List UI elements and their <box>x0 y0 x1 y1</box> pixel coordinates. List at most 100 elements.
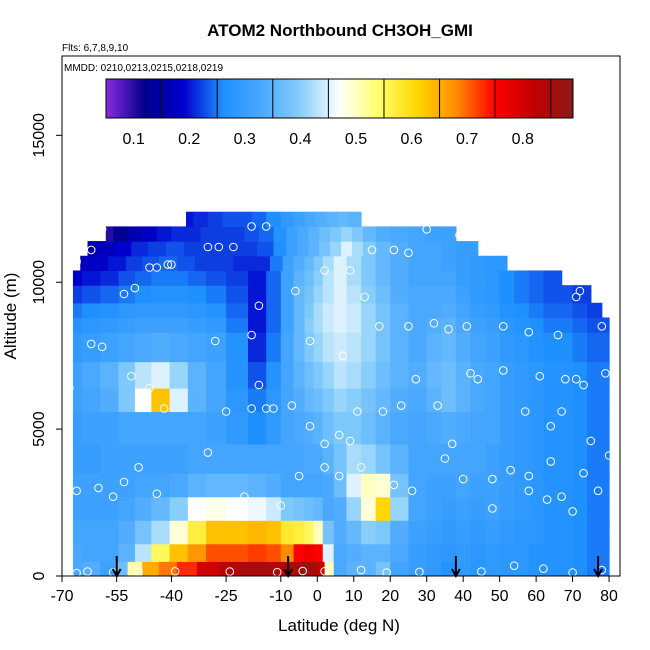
observation-point <box>203 448 213 457</box>
heatmap-cell <box>118 411 136 445</box>
heatmap-cell <box>514 387 530 413</box>
heatmap-cell <box>601 496 610 521</box>
heatmap-cell <box>82 561 101 576</box>
heatmap-cell <box>184 241 204 257</box>
heatmap-cell <box>558 332 574 363</box>
observation-point <box>159 404 169 413</box>
heatmap-cell <box>528 332 545 363</box>
heatmap-cell <box>72 387 83 413</box>
heatmap-cell <box>142 561 160 576</box>
heatmap-cell <box>118 543 136 562</box>
heatmap-cell <box>322 520 335 545</box>
heatmap-cell <box>248 411 267 445</box>
heatmap-cell <box>187 443 207 474</box>
heatmap-cell <box>601 387 610 413</box>
heatmap-cell <box>543 332 559 363</box>
heatmap-cell <box>390 473 410 498</box>
heatmap-cell <box>572 302 588 319</box>
observation-point <box>499 322 508 331</box>
heatmap-cell <box>375 241 391 257</box>
heatmap-cell <box>441 520 457 545</box>
heatmap-cell <box>280 387 295 413</box>
colorbar-tick-labels: 0.1 0.2 0.3 0.4 0.5 0.6 0.7 0.8 <box>122 131 534 148</box>
heatmap-cell <box>134 411 152 445</box>
heatmap-cell <box>441 496 457 521</box>
observation-point <box>506 465 515 475</box>
heatmap-cell <box>587 387 603 413</box>
heatmap-cell <box>558 561 574 576</box>
observation-point <box>499 366 508 375</box>
heatmap-cell <box>441 226 457 242</box>
heatmap-cell <box>375 361 391 389</box>
heatmap-cell <box>514 317 530 333</box>
observation-point <box>553 330 563 340</box>
heatmap-cell <box>293 411 306 445</box>
heatmap-cell <box>441 543 457 562</box>
heatmap-cell <box>346 317 362 333</box>
heatmap-cell <box>206 496 227 521</box>
heatmap-cell <box>426 241 442 257</box>
heatmap-cell <box>528 411 545 445</box>
observation-point <box>440 454 450 463</box>
heatmap-cell <box>72 543 83 562</box>
observation-point <box>247 404 256 413</box>
x-tick-label: 60 <box>527 588 545 605</box>
observation-point <box>170 567 180 576</box>
heatmap-cell <box>134 473 152 498</box>
heatmap-cell <box>100 387 120 413</box>
observation-point <box>345 436 355 446</box>
heatmap-cell <box>293 443 306 474</box>
heatmap-cell <box>333 285 348 304</box>
heatmap-cell <box>361 270 377 286</box>
heatmap-cell <box>346 285 362 304</box>
heatmap-cell <box>361 543 377 562</box>
heatmap-cell <box>441 302 457 319</box>
heatmap-cell <box>426 561 442 576</box>
heatmap-cell <box>286 241 298 257</box>
heatmap-cell <box>82 285 101 304</box>
heatmap-cell <box>187 496 207 521</box>
observation-point <box>455 230 464 240</box>
heatmap-cell <box>455 241 479 257</box>
heatmap-cell <box>499 561 515 576</box>
heatmap-cell <box>390 270 410 286</box>
observation-point <box>404 248 413 258</box>
x-tick-label: 10 <box>345 588 363 605</box>
heatmap-cell <box>441 270 457 286</box>
observation-point <box>575 286 585 296</box>
x-tick-label: -25 <box>215 588 238 605</box>
heatmap-cell <box>82 270 101 286</box>
heatmap-cell <box>226 496 249 521</box>
heatmap-cell <box>408 411 428 445</box>
heatmap-cell <box>176 561 198 576</box>
observation-point <box>86 245 96 255</box>
heatmap-cell <box>286 561 298 576</box>
observation-point <box>320 567 329 576</box>
heatmap-cell <box>151 520 171 545</box>
heatmap-cell <box>543 361 559 389</box>
observation-point <box>94 483 103 493</box>
heatmap-cell <box>346 255 362 272</box>
heatmap-cell <box>118 387 136 413</box>
heatmap-cell <box>485 255 508 272</box>
heatmap-cell <box>206 543 227 562</box>
heatmap-cell <box>304 302 315 319</box>
heatmap-cell <box>485 387 501 413</box>
heatmap-cell <box>151 473 171 498</box>
heatmap-cell <box>572 361 588 389</box>
heatmap-cell <box>195 255 214 272</box>
heatmap-cell <box>441 411 457 445</box>
heatmap-cell <box>333 496 348 521</box>
heatmap-cell <box>187 317 207 333</box>
heatmap-cell <box>514 270 530 286</box>
heatmap-cell <box>499 270 515 286</box>
colorbar-tick-label: 0.3 <box>234 131 256 148</box>
heatmap-cell <box>187 285 207 304</box>
heatmap-cell <box>375 411 391 445</box>
heatmap-cell <box>313 361 324 389</box>
observation-point <box>579 468 588 478</box>
heatmap-cell <box>293 270 306 286</box>
heatmap-cell <box>322 255 335 272</box>
heatmap-cell <box>169 496 189 521</box>
heatmap-cell <box>131 241 149 257</box>
